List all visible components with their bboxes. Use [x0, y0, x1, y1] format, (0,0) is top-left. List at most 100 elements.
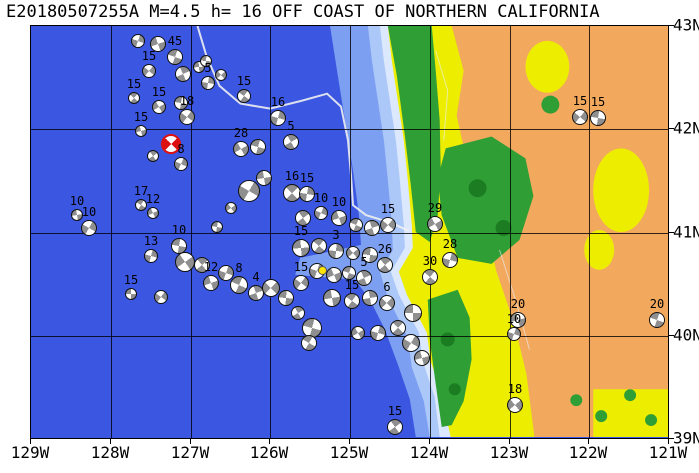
valley-yellow-patch [525, 40, 570, 93]
beachball [377, 257, 393, 273]
beachball [362, 247, 378, 263]
beachball [135, 199, 147, 211]
beachball [233, 141, 249, 157]
beachball [152, 100, 166, 114]
beachball [203, 275, 219, 291]
beachball [299, 186, 315, 202]
depth-label: 15 [572, 94, 588, 108]
beachball [200, 55, 212, 67]
beachball [81, 220, 97, 236]
depth-label: 16 [284, 169, 300, 183]
beachball [237, 89, 251, 103]
depth-label: 15 [344, 278, 360, 292]
beachball [295, 210, 311, 226]
grid-line-horizontal [31, 129, 668, 130]
grid-line-horizontal [31, 336, 668, 337]
beachball [147, 207, 159, 219]
depth-label: 16 [270, 95, 286, 109]
beachball [311, 238, 327, 254]
depth-label: 26 [377, 242, 393, 256]
river-line [499, 249, 530, 350]
green-peak-dot [440, 332, 455, 347]
depth-label: 15 [299, 171, 315, 185]
green-hills-patch [570, 394, 583, 407]
page-title: E20180507255A M=4.5 h= 16 OFF COAST OF N… [6, 2, 600, 22]
beachball [427, 216, 443, 232]
beachball [507, 397, 523, 413]
land-highland-orange [451, 26, 668, 438]
beachball [179, 109, 195, 125]
depth-label: 8 [235, 261, 243, 275]
lon-tick-label: 127W [170, 443, 210, 462]
axis-tick [110, 439, 111, 444]
beachball [194, 257, 210, 273]
green-hills-patch [427, 289, 472, 428]
beachball [175, 66, 191, 82]
depth-label: 10 [506, 312, 522, 326]
depth-label: 15 [141, 49, 157, 63]
beachball [351, 326, 365, 340]
terrain-map [31, 26, 668, 438]
beachball [270, 110, 286, 126]
beachball [256, 170, 272, 186]
depth-label: 13 [143, 234, 159, 248]
valley-yellow-patch [584, 230, 615, 270]
lon-tick-label: 129W [10, 443, 50, 462]
axis-tick [669, 128, 674, 129]
depth-label: 28 [233, 126, 249, 140]
beachball [364, 220, 380, 236]
depth-label: 30 [422, 254, 438, 268]
depth-label: 10 [81, 205, 97, 219]
lon-tick-label: 123W [489, 443, 529, 462]
lon-tick-label: 128W [90, 443, 130, 462]
lat-tick-label: 39N [673, 428, 699, 448]
lat-tick-label: 43N [673, 15, 699, 35]
lon-tick-label: 126W [249, 443, 289, 462]
axis-tick [429, 439, 430, 444]
valley-yellow-patch [593, 148, 650, 232]
axis-tick [269, 439, 270, 444]
depth-label: 17 [133, 184, 149, 198]
grid-line-vertical [111, 26, 112, 438]
depth-label: 4 [252, 270, 260, 284]
beachball [211, 221, 223, 233]
axis-tick [588, 439, 589, 444]
lon-tick-label: 125W [329, 443, 369, 462]
grid-line-vertical [270, 26, 271, 438]
depth-label: 12 [203, 260, 219, 274]
river-line [435, 50, 449, 141]
green-peak-dot [468, 179, 487, 198]
beachball [201, 76, 215, 90]
beachball [215, 69, 227, 81]
axis-tick [668, 439, 669, 444]
green-peak-dot [448, 383, 461, 396]
beachball [150, 36, 166, 52]
beachball [326, 267, 342, 283]
depth-label: 10 [69, 194, 85, 208]
beachball [422, 269, 438, 285]
beachball [344, 293, 360, 309]
beachball [174, 157, 188, 171]
depth-label: 10 [331, 195, 347, 209]
depth-label: 15 [123, 273, 139, 287]
beachball [301, 335, 317, 351]
depth-label: 15 [236, 74, 252, 88]
axis-tick [669, 232, 674, 233]
beachball [402, 334, 420, 352]
depth-label: 15 [590, 95, 606, 109]
beachball [649, 312, 665, 328]
beachball [349, 218, 363, 232]
beachball [144, 249, 158, 263]
depth-label: 15 [126, 77, 142, 91]
grid-line-vertical [589, 26, 590, 438]
beachball [131, 34, 145, 48]
grid-line-vertical [430, 26, 431, 438]
beachball [380, 217, 396, 233]
depth-label: 29 [427, 201, 443, 215]
coastal-green-strip [387, 26, 441, 242]
beachball [590, 110, 606, 126]
depth-label: 15 [293, 260, 309, 274]
depth-label: 15 [133, 110, 149, 124]
depth-label: 28 [442, 237, 458, 251]
depth-label: 15 [387, 404, 403, 418]
